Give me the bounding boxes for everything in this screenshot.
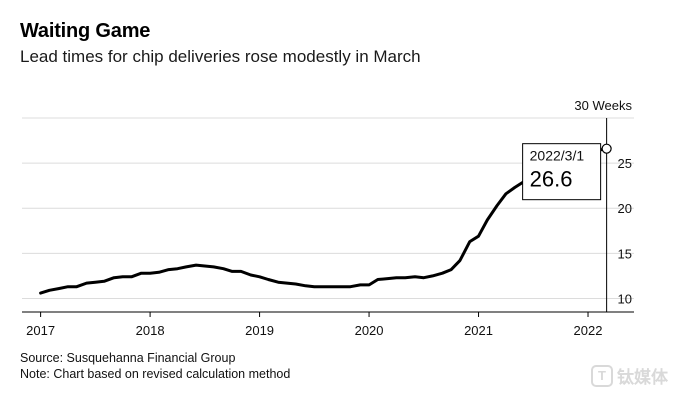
x-tick-label-2020: 2020 <box>355 323 384 338</box>
y-tick-label-15: 15 <box>618 246 632 261</box>
tmtpost-logo-icon: T <box>591 364 613 387</box>
watermark: T 钛媒体 <box>591 363 668 388</box>
y-tick-label-25: 25 <box>618 156 632 171</box>
highlight-point <box>601 143 612 154</box>
chart-title: Waiting Game <box>20 20 151 42</box>
chart-subtitle: Lead times for chip deliveries rose mode… <box>20 47 421 66</box>
source-note: Source: Susquehanna Financial Group <box>20 351 236 365</box>
y-tick-label-20: 20 <box>618 201 632 216</box>
x-tick-label-2022: 2022 <box>574 323 603 338</box>
callout-box <box>522 143 602 201</box>
y-tick-label-10: 10 <box>618 291 632 306</box>
x-tick-label-2017: 2017 <box>26 323 55 338</box>
x-tick-label-2019: 2019 <box>245 323 274 338</box>
series-line-lead-time <box>39 147 609 295</box>
callout-date: 2022/3/1 <box>530 148 585 164</box>
watermark-text: 钛媒体 <box>617 368 668 387</box>
x-tick-label-2021: 2021 <box>464 323 493 338</box>
x-tick-label-2018: 2018 <box>136 323 165 338</box>
y-tick-label-30: 30 Weeks <box>574 98 632 113</box>
callout-value: 26.6 <box>530 167 573 192</box>
method-note: Note: Chart based on revised calculation… <box>20 367 291 381</box>
